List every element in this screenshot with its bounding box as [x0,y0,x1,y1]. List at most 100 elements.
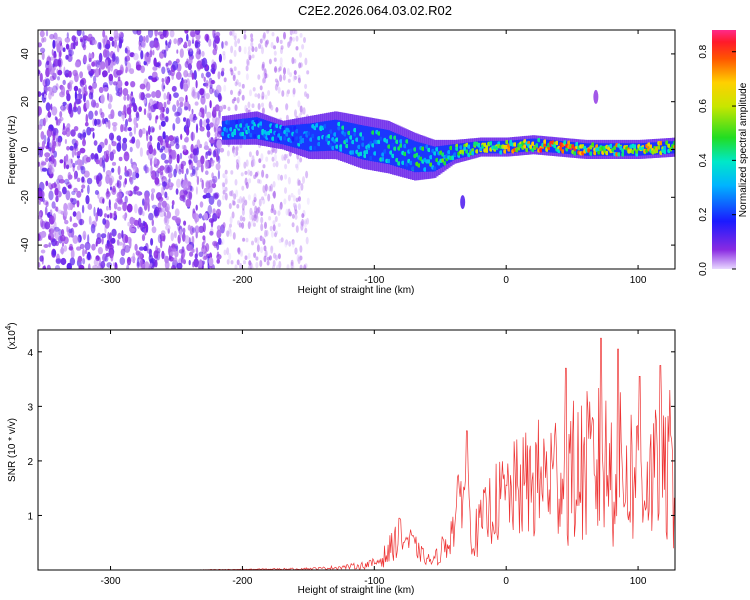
noise-cell [187,39,192,47]
noise-cell [47,182,52,188]
faint-cell [263,245,267,252]
noise-cell [140,65,146,74]
noise-cell [221,41,224,49]
faint-cell [274,147,278,154]
faint-cell [259,85,263,91]
faint-cell [280,237,284,243]
noise-cell [192,208,196,214]
noise-cell [124,56,128,67]
faint-cell [243,30,247,34]
noise-cell [175,188,179,195]
spectrogram-y-axis: -40 -20 0 20 40 [20,48,675,252]
noise-cell [88,57,92,63]
faint-cell [282,74,286,81]
noise-cell [49,33,55,40]
ridge-core [320,121,323,152]
noise-cell [115,56,120,65]
noise-cell [163,85,166,90]
noise-cell [176,153,180,164]
faint-cell [256,244,260,253]
noise-cell [38,42,43,48]
noise-cell [135,172,140,179]
faint-cell [254,93,258,98]
ridge-cell [285,132,289,137]
ridge-cell [649,144,653,149]
noise-cell [146,248,153,254]
noise-cell [122,137,128,143]
noise-cell [112,262,115,267]
faint-cell [266,260,270,266]
noise-cell [108,175,115,184]
noise-cell [107,119,111,130]
noise-cell [109,212,113,219]
faint-cell [304,227,308,234]
faint-cell [231,30,235,37]
noise-cell [205,92,211,100]
noise-cell [78,264,85,269]
ridge-core [360,125,363,159]
faint-cell [234,32,237,39]
noise-cell [199,126,205,132]
noise-cell [203,212,209,221]
faint-cell [262,34,265,41]
noise-cell [165,62,169,67]
noise-cell [199,201,204,208]
faint-cell [238,45,242,53]
noise-cell [121,230,124,239]
ridge-cell [467,144,471,149]
noise-cell [64,178,70,185]
noise-cell [135,139,141,149]
faint-cell [274,83,278,91]
noise-cell [62,79,66,86]
noise-cell [199,88,205,96]
faint-cell [231,211,235,219]
noise-cell [132,164,137,172]
noise-cell [105,193,110,200]
noise-cell [38,233,41,242]
ridge-cell [485,148,489,153]
faint-cell [280,174,283,181]
noise-cell [153,57,157,67]
noise-cell [85,113,89,124]
ridge-cell [315,123,319,128]
noise-cell [164,215,168,224]
noise-cell [38,142,41,147]
faint-cell [273,57,277,62]
noise-cell [176,217,181,226]
faint-cell [255,210,258,219]
faint-cell [291,222,295,228]
noise-cell [48,242,51,248]
faint-cell [240,198,244,204]
faint-cell [304,91,307,97]
ridge-core [450,144,453,162]
ridge-core [546,139,549,153]
noise-cell [102,218,107,225]
noise-cell [212,39,217,50]
noise-cell [161,181,168,187]
noise-cell [201,72,204,79]
noise-cell [109,36,114,41]
faint-cell [305,170,309,179]
ridge-cell [403,143,407,149]
noise-cell [138,128,143,138]
noise-cell [200,95,206,105]
noise-cell [112,125,117,132]
faint-cell [237,155,241,163]
x-tick-label: 100 [630,576,647,587]
noise-cell [205,118,210,124]
noise-cell [109,151,114,161]
faint-cell [254,171,258,178]
ridge-cell [359,151,363,156]
noise-cell [168,93,172,102]
ridge-cell [591,142,595,147]
faint-cell [272,181,276,188]
noise-cell [188,57,193,65]
noise-cell [147,108,152,118]
noise-cell [152,127,155,133]
ridge-cell [633,144,637,149]
faint-cell [230,190,234,197]
noise-cell [133,52,139,61]
ridge-cell [435,157,439,163]
ridge-core [256,117,259,139]
faint-cell [284,187,287,194]
